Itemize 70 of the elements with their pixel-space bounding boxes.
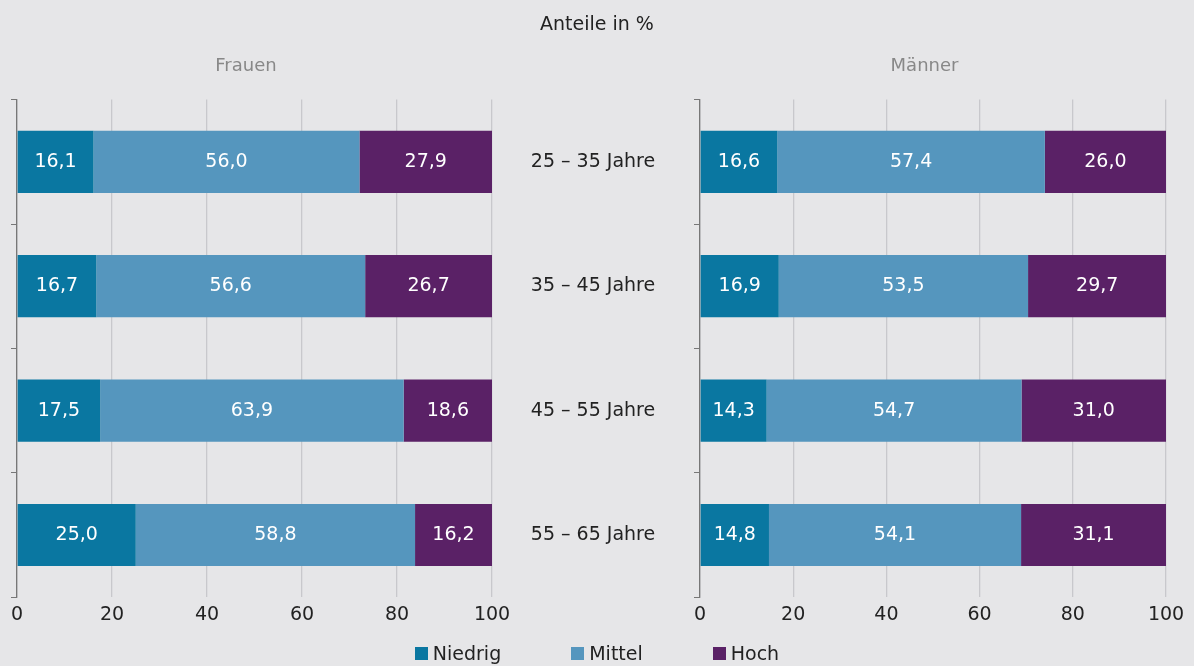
data-label: 17,5	[37, 397, 81, 420]
bar	[359, 130, 492, 193]
x-tick-label: 40	[194, 601, 220, 624]
y-tick-label: 35 – 45 Jahre	[530, 273, 656, 296]
data-label: 25,0	[55, 521, 98, 544]
x-tick-label: 60	[289, 601, 315, 624]
bar	[700, 503, 769, 567]
chart-subtitle: Männer	[890, 54, 960, 76]
bar	[700, 255, 779, 318]
bar	[1021, 379, 1166, 442]
bar	[17, 255, 97, 318]
data-label: 56,6	[209, 273, 252, 296]
text: Anteile in %	[539, 12, 655, 34]
x-tick-label: 100	[1147, 601, 1185, 624]
bar	[365, 255, 492, 318]
data-label: 14,3	[712, 397, 755, 420]
x-tick-label: 60	[967, 601, 992, 624]
x-tick-label: 20	[99, 601, 125, 624]
data-label: 16,9	[718, 273, 761, 296]
y-tick-label: 45 – 55 Jahre	[530, 397, 656, 420]
data-label: 16,1	[34, 148, 77, 171]
data-label: 16,7	[35, 273, 79, 296]
bar	[93, 130, 360, 193]
data-label: 26,0	[1084, 148, 1127, 171]
data-label: 58,8	[254, 521, 297, 544]
legend-label: Niedrig	[431, 642, 502, 664]
bar	[1021, 503, 1166, 567]
data-label: 56,0	[205, 148, 248, 171]
bar	[778, 255, 1029, 318]
bar	[100, 379, 404, 442]
x-tick-label: 0	[10, 601, 24, 624]
data-label: 57,4	[889, 148, 933, 171]
x-tick-label: 100	[473, 601, 511, 624]
bar	[17, 503, 136, 567]
x-tick-label: 40	[874, 601, 899, 624]
data-label: 26,7	[407, 273, 450, 296]
data-label: 53,5	[882, 273, 925, 296]
bar	[1028, 255, 1166, 318]
bar	[700, 130, 778, 193]
y-tick-label: 55 – 65 Jahre	[530, 521, 656, 544]
bar	[17, 379, 101, 442]
bar	[96, 255, 366, 318]
x-tick-label: 80	[384, 601, 410, 624]
data-label: 16,2	[432, 521, 475, 544]
data-label: 54,7	[872, 397, 916, 420]
data-label: 31,0	[1072, 397, 1115, 420]
data-label: 16,6	[717, 148, 761, 171]
x-tick-label: 20	[781, 601, 806, 624]
bar	[1044, 130, 1166, 193]
x-tick-label: 0	[693, 601, 707, 624]
chart-subtitle: Frauen	[215, 54, 277, 76]
bar	[403, 379, 492, 442]
bar	[700, 379, 767, 442]
data-label: 29,7	[1076, 273, 1119, 296]
bar	[768, 503, 1022, 567]
bar	[17, 130, 94, 193]
y-tick-label: 25 – 35 Jahre	[530, 148, 656, 171]
bar	[415, 503, 492, 567]
data-label: 27,9	[404, 148, 447, 171]
legend-label: Hoch	[729, 642, 780, 664]
data-label: 18,6	[426, 397, 469, 420]
bar	[135, 503, 416, 567]
bar	[766, 379, 1022, 442]
data-label: 54,1	[873, 521, 917, 544]
data-label: 31,1	[1072, 521, 1115, 544]
data-label: 63,9	[230, 397, 274, 420]
bar	[777, 130, 1045, 193]
data-label: 14,8	[713, 521, 756, 544]
x-tick-label: 80	[1060, 601, 1085, 624]
legend-label: Mittel	[588, 642, 643, 664]
